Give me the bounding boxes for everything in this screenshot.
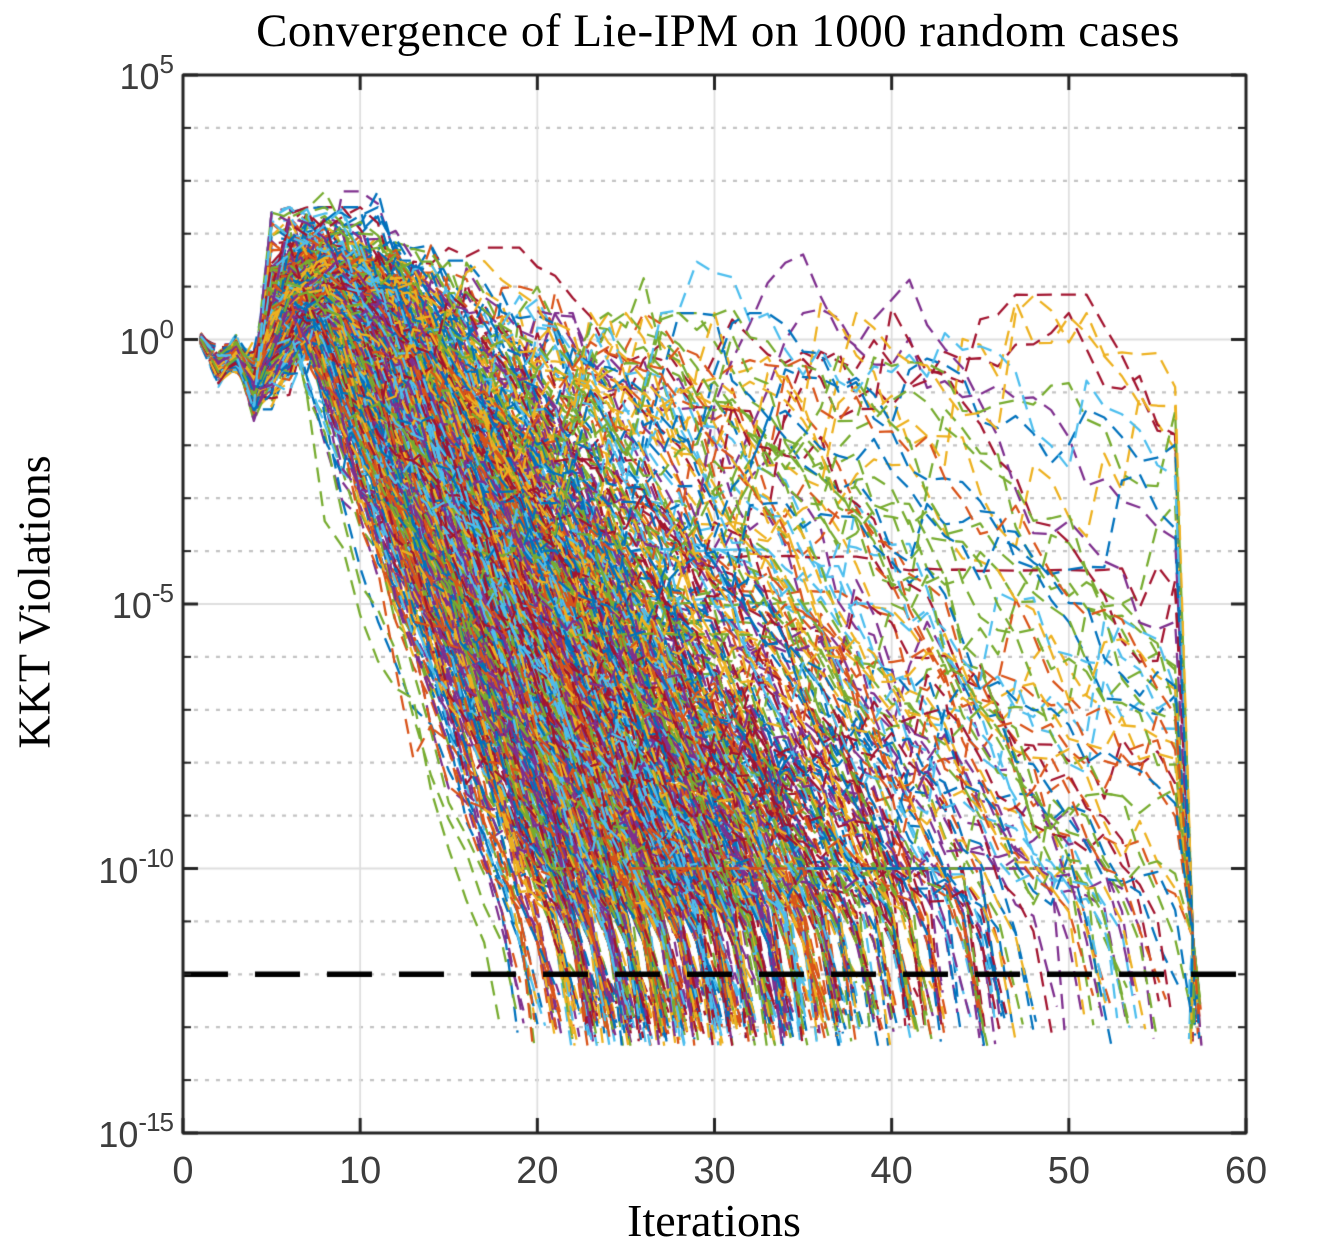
- x-tick-label: 60: [1224, 1150, 1268, 1192]
- y-tick-label: 100: [119, 313, 174, 362]
- x-tick-label: 40: [870, 1150, 913, 1192]
- x-tick-label: 10: [339, 1150, 382, 1192]
- chart-title: Convergence of Lie-IPM on 1000 random ca…: [256, 5, 1180, 57]
- y-axis-label: KKT Violations: [8, 455, 60, 749]
- y-tick-label: 10-5: [111, 578, 174, 627]
- x-axis-label: Iterations: [627, 1195, 801, 1246]
- y-tick-label: 10-15: [98, 1107, 174, 1156]
- x-tick-label: 30: [693, 1150, 736, 1192]
- x-tick-label: 50: [1047, 1150, 1090, 1192]
- y-tick-label: 105: [119, 49, 174, 98]
- x-tick-label: 20: [516, 1150, 559, 1192]
- x-tick-label: 0: [172, 1150, 194, 1192]
- y-tick-label: 10-10: [98, 842, 174, 891]
